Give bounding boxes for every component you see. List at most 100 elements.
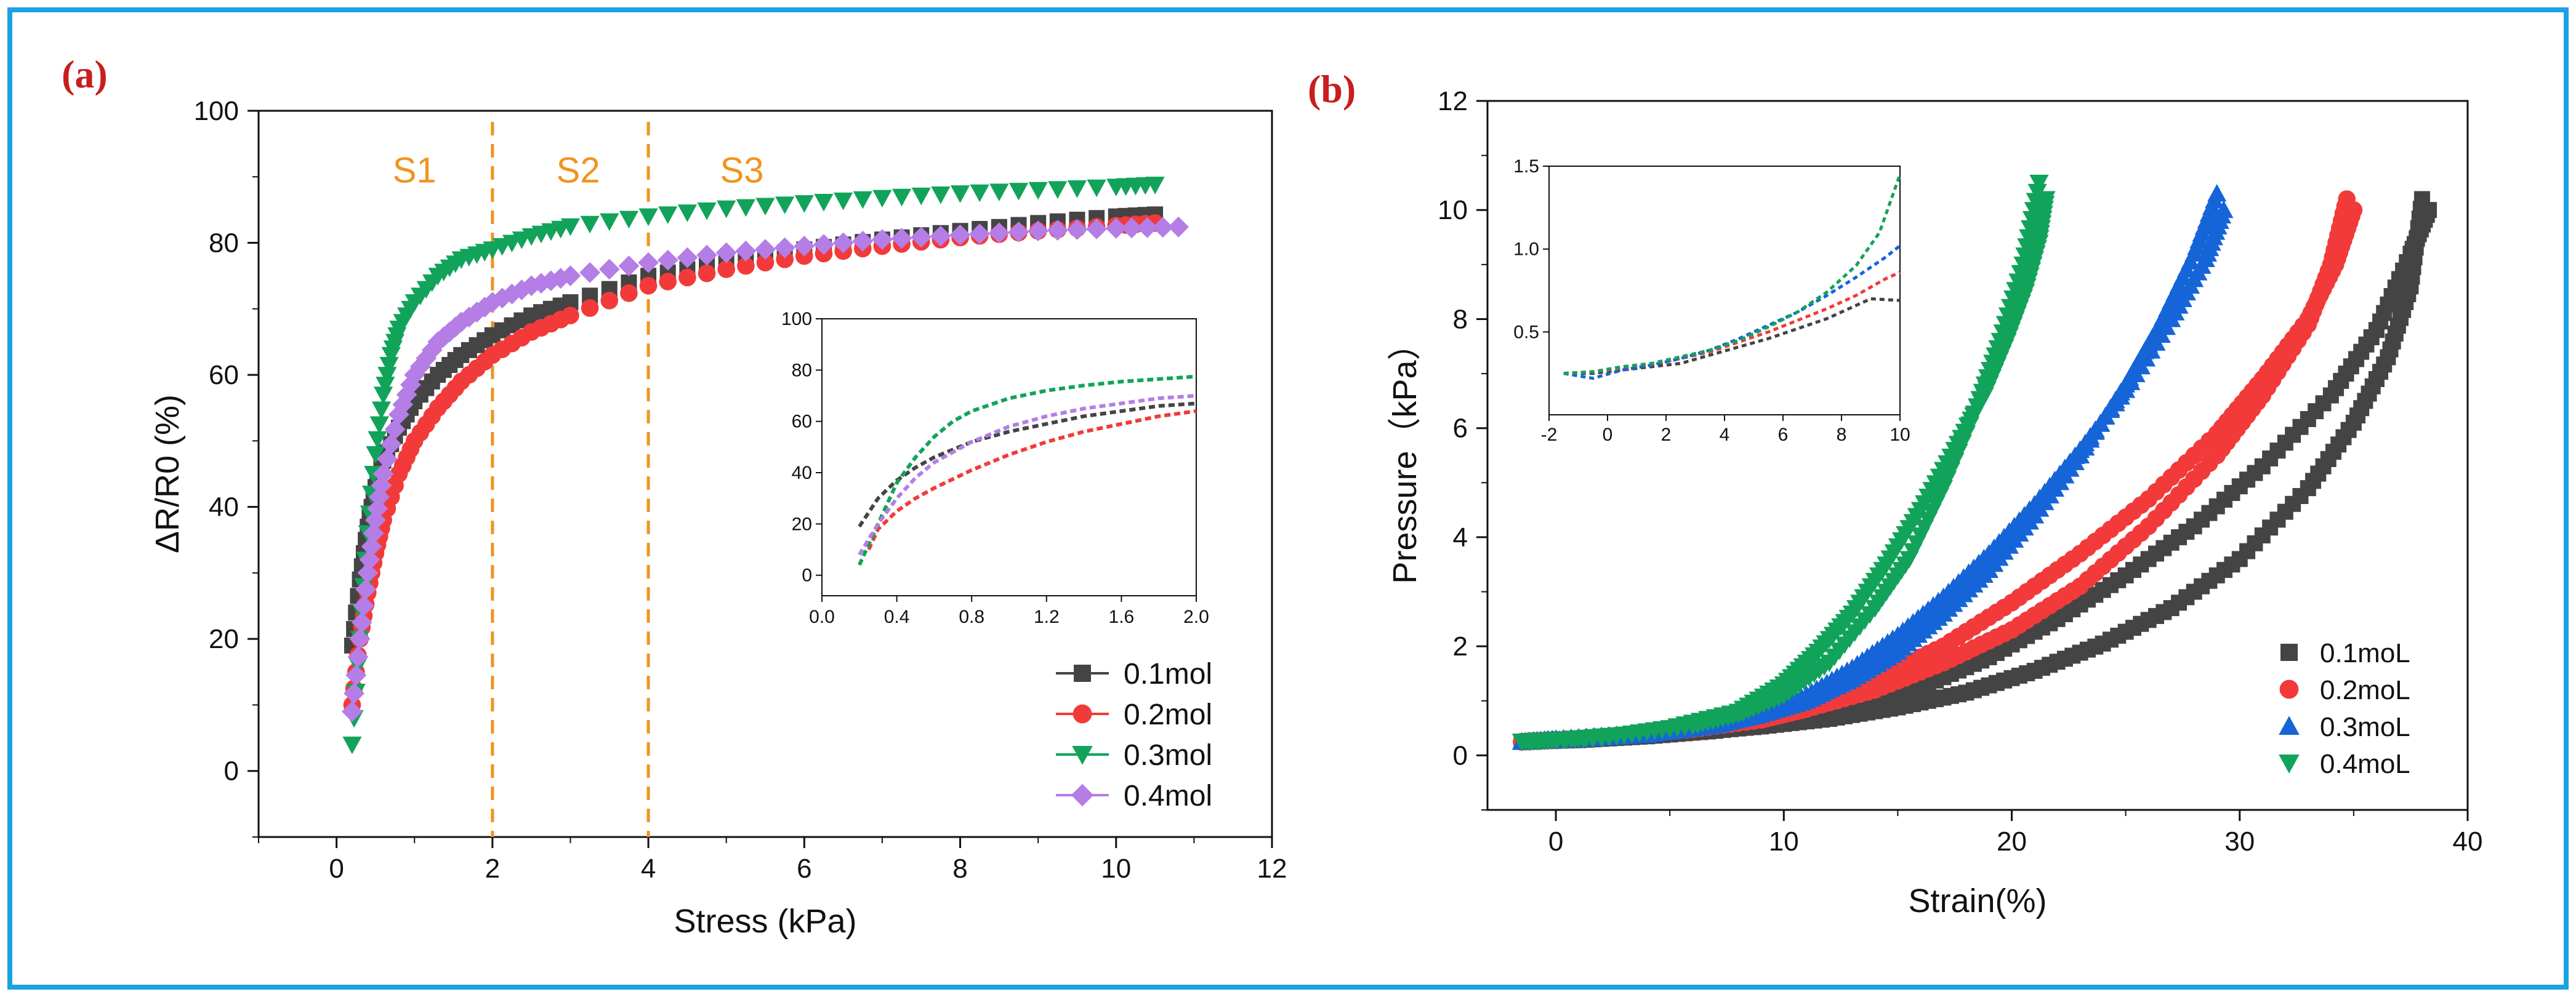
a-inset-series-0.3mol: [858, 374, 1197, 566]
b-inset-series-0.2moL: [1563, 271, 1901, 375]
a-point-0.3mol: [342, 736, 362, 755]
a-point-0.4mol: [891, 228, 912, 249]
a-inset-x-tick-label: 1.2: [1034, 607, 1060, 627]
b-y-tick-label: 2: [1453, 631, 1468, 662]
a-point-0.4mol: [355, 579, 376, 600]
a-y-tick-label: 100: [194, 96, 239, 126]
a-point-0.4mol: [372, 463, 394, 484]
a-point-0.2mol: [639, 276, 658, 295]
a-inset-frame: [821, 318, 1197, 596]
a-point-0.4mol: [377, 448, 398, 470]
b-inset-x-tick-label: 10: [1890, 425, 1910, 445]
a-point-0.4mol: [988, 222, 1010, 244]
b-inset-x-tick-label: 8: [1837, 425, 1847, 445]
a-point-0.3mol: [970, 184, 989, 202]
a-point-0.4mol: [696, 244, 717, 266]
a-plot-frame: [257, 110, 1273, 838]
b-inset-series-0.4moL: [1563, 174, 1902, 375]
a-point-0.2mol: [561, 306, 579, 324]
a-point-0.3mol: [377, 367, 397, 385]
a-point-0.3mol: [371, 401, 392, 420]
b-inset-x-tick-label: 2: [1661, 425, 1672, 445]
a-x-tick-label: 10: [1101, 854, 1131, 884]
a-point-0.3mol: [600, 213, 619, 231]
a-point-0.4mol: [794, 236, 815, 257]
a-point-0.4mol: [501, 283, 523, 305]
a-point-0.3mol: [1008, 183, 1029, 201]
a-y-tick-label: 40: [209, 492, 239, 523]
a-point-0.3mol: [1145, 177, 1165, 194]
a-point-0.4mol: [638, 252, 659, 273]
a-point-0.4mol: [345, 665, 367, 686]
b-x-tick-label: 40: [2453, 827, 2483, 857]
b-legend-label-0.3moL: 0.3moL: [2320, 712, 2410, 742]
a-point-0.4mol: [969, 223, 991, 244]
a-point-0.3mol: [717, 200, 736, 218]
a-inset-y-tick-label: 60: [792, 412, 812, 432]
a-region-label-s3: S3: [720, 151, 764, 191]
b-y-tick-label: 0: [1453, 740, 1468, 771]
a-point-0.3mol: [376, 377, 395, 394]
a-point-0.3mol: [1028, 182, 1048, 200]
a-point-0.4mol: [1086, 218, 1108, 239]
b-inset-y-tick-label: 1.0: [1513, 239, 1539, 260]
a-point-0.4mol: [715, 242, 737, 263]
a-point-0.3mol: [369, 416, 389, 434]
b-inset-y-tick-label: 1.5: [1513, 156, 1539, 177]
a-point-0.3mol: [794, 195, 814, 213]
b-x-axis-title: Strain(%): [1908, 883, 2047, 919]
b-inset-frame: [1548, 166, 1901, 415]
b-plot-frame: [1486, 100, 2469, 811]
a-point-0.3mol: [677, 204, 697, 222]
a-point-0.3mol: [950, 185, 970, 203]
a-legend-label-0.1mol: 0.1mol: [1124, 658, 1212, 691]
a-point-0.3mol: [834, 192, 853, 210]
a-inset-y-tick-label: 20: [792, 514, 812, 534]
a-y-tick-label: 80: [209, 228, 239, 258]
a-x-axis-title: Stress (kPa): [674, 903, 856, 940]
a-point-0.3mol: [775, 196, 795, 214]
chart-b: 0 10 20 30 40024681012Strain(%)Pressure（kPa）…: [1387, 86, 2482, 919]
a-point-0.4mol: [1137, 217, 1158, 238]
a-inset-x-tick-label: 0.8: [959, 607, 984, 627]
b-point-0.4moL: [1511, 734, 1532, 751]
a-point-0.3mol: [1067, 180, 1087, 198]
a-point-0.4mol: [384, 418, 406, 440]
a-point-0.4mol: [735, 241, 757, 262]
a-point-0.4mol: [852, 230, 874, 252]
a-point-0.2mol: [678, 268, 696, 287]
a-point-0.4mol: [774, 237, 795, 258]
a-point-0.2mol: [600, 292, 619, 310]
a-legend-marker-0.2mol: [1073, 704, 1092, 724]
a-point-0.2mol: [581, 299, 599, 317]
a-point-0.4mol: [349, 628, 371, 650]
a-point-0.2mol: [698, 264, 716, 282]
a-point-0.4mol: [677, 247, 698, 268]
a-point-0.4mol: [579, 262, 601, 283]
b-y-tick-label: 12: [1438, 86, 1468, 116]
a-point-0.4mol: [531, 273, 552, 294]
a-point-0.4mol: [755, 239, 776, 260]
a-point-0.2mol: [659, 273, 677, 290]
a-x-tick-label: 4: [641, 854, 656, 884]
a-point-0.3mol: [580, 215, 600, 234]
b-inset-series-0.3moL: [1563, 244, 1901, 380]
b-x-tick-label: 10: [1769, 827, 1799, 857]
a-point-0.4mol: [1105, 218, 1127, 239]
a-x-tick-label: 6: [797, 854, 811, 884]
chart-a-inset: 0.0 0.4 0.8 1.2 1.6 2.0 0 20 40 60 80 100: [781, 309, 1209, 627]
a-region-label-s1: S1: [393, 151, 437, 191]
a-x-tick-label: 12: [1257, 854, 1287, 884]
b-inset-x-tick-label: 0: [1603, 425, 1613, 445]
a-point-0.4mol: [598, 258, 620, 280]
a-point-0.4mol: [342, 701, 363, 723]
a-point-0.4mol: [560, 265, 581, 287]
a-point-0.4mol: [1028, 220, 1049, 242]
b-legend-marker-0.4moL: [2279, 755, 2300, 774]
chart-b-inset: -2 0 2 4 6 8 10 0.5 1.0 1.5: [1513, 156, 1910, 445]
a-point-0.3mol: [697, 202, 717, 220]
b-x-tick-label: 20: [1997, 827, 2027, 857]
a-point-0.3mol: [1048, 181, 1068, 199]
b-y-tick-label: 8: [1453, 304, 1468, 334]
